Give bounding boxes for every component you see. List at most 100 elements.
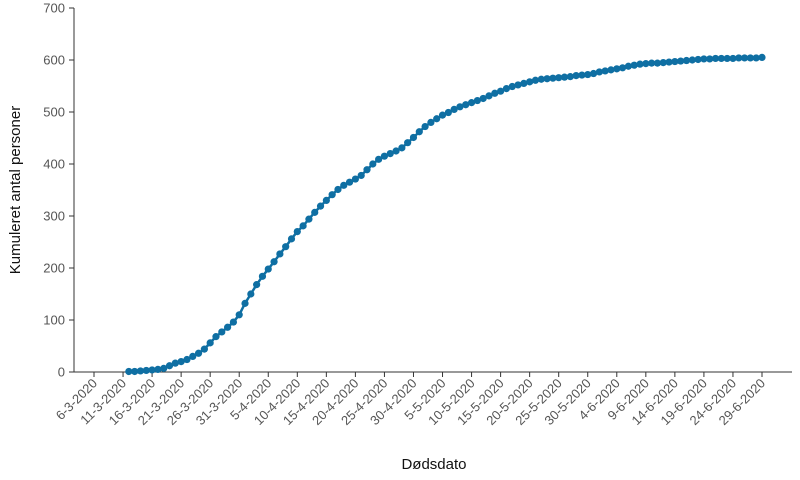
data-point bbox=[694, 55, 702, 64]
data-point bbox=[369, 160, 377, 168]
data-point bbox=[549, 74, 557, 82]
data-point bbox=[380, 152, 389, 160]
data-point bbox=[433, 115, 441, 123]
data-point bbox=[258, 272, 267, 280]
data-point bbox=[316, 202, 325, 210]
y-axis-title: Kumuleret antal personer bbox=[7, 106, 24, 274]
data-point bbox=[328, 191, 336, 199]
y-ticks: 0 100 200 300 400 500 600 700 bbox=[43, 1, 74, 380]
data-point bbox=[630, 61, 638, 69]
series-group bbox=[125, 53, 766, 376]
data-point bbox=[746, 54, 754, 62]
data-point bbox=[723, 54, 731, 63]
data-point bbox=[160, 364, 168, 372]
data-point bbox=[758, 53, 766, 62]
data-point bbox=[752, 54, 760, 62]
data-point bbox=[578, 71, 586, 79]
data-point bbox=[537, 75, 545, 83]
data-point bbox=[642, 60, 650, 68]
data-point bbox=[392, 147, 400, 155]
data-point bbox=[566, 73, 574, 81]
data-point bbox=[682, 56, 691, 65]
data-point bbox=[648, 59, 656, 67]
data-point bbox=[363, 166, 371, 174]
y-axis: 0 100 200 300 400 500 600 700 bbox=[43, 1, 75, 380]
data-point bbox=[235, 311, 243, 319]
data-point bbox=[322, 196, 330, 204]
data-point bbox=[653, 59, 662, 67]
data-point bbox=[607, 66, 615, 74]
data-point bbox=[171, 359, 179, 367]
data-point bbox=[711, 54, 720, 63]
series-line bbox=[128, 56, 763, 373]
data-point bbox=[276, 250, 284, 258]
data-point bbox=[247, 290, 255, 298]
data-point bbox=[386, 150, 394, 158]
data-point bbox=[351, 175, 359, 183]
data-point bbox=[206, 339, 214, 347]
data-point bbox=[560, 73, 569, 81]
data-point bbox=[700, 55, 708, 63]
data-point bbox=[357, 171, 365, 180]
data-point bbox=[514, 81, 522, 89]
data-point bbox=[665, 58, 673, 66]
data-point bbox=[270, 258, 278, 266]
data-point bbox=[305, 215, 313, 223]
data-point bbox=[299, 222, 307, 230]
data-point bbox=[456, 103, 464, 111]
data-point bbox=[624, 62, 633, 70]
y-tick-label: 200 bbox=[43, 261, 65, 276]
data-point bbox=[398, 144, 406, 152]
data-point bbox=[572, 72, 580, 80]
y-tick-label: 100 bbox=[43, 313, 65, 328]
data-point bbox=[154, 365, 162, 373]
y-tick-label: 400 bbox=[43, 157, 65, 172]
data-point bbox=[450, 105, 458, 113]
data-point bbox=[142, 366, 150, 375]
data-point bbox=[659, 59, 667, 67]
data-point bbox=[264, 265, 272, 273]
data-point bbox=[589, 69, 598, 78]
data-point bbox=[613, 65, 621, 73]
data-point bbox=[253, 281, 261, 289]
data-point bbox=[224, 323, 232, 331]
data-point bbox=[508, 82, 516, 91]
data-point bbox=[735, 54, 743, 62]
data-point bbox=[671, 57, 679, 66]
data-point bbox=[334, 185, 342, 194]
x-axis-title: Dødsdato bbox=[401, 456, 466, 473]
data-point bbox=[467, 99, 476, 107]
data-point bbox=[404, 139, 412, 147]
data-point bbox=[740, 54, 749, 62]
data-point bbox=[421, 122, 429, 131]
data-point bbox=[136, 367, 145, 375]
data-point bbox=[165, 362, 174, 370]
data-point bbox=[427, 118, 435, 126]
y-tick-label: 300 bbox=[43, 209, 65, 224]
data-point bbox=[677, 57, 685, 65]
y-tick-label: 600 bbox=[43, 53, 65, 68]
data-point bbox=[531, 76, 540, 84]
data-point bbox=[601, 67, 609, 75]
data-point bbox=[212, 333, 220, 341]
x-ticks: 6-3-202011-3-202016-3-202021-3-202026-3-… bbox=[53, 372, 768, 428]
data-point bbox=[502, 85, 511, 93]
data-point bbox=[229, 318, 238, 326]
y-tick-label: 500 bbox=[43, 105, 65, 120]
data-point bbox=[241, 299, 249, 307]
data-point bbox=[636, 60, 644, 68]
data-point bbox=[415, 128, 423, 136]
data-point bbox=[189, 352, 197, 360]
data-point bbox=[485, 92, 493, 100]
data-point bbox=[595, 68, 603, 76]
data-point bbox=[438, 111, 447, 119]
data-point bbox=[287, 235, 296, 243]
data-point bbox=[444, 108, 452, 117]
y-tick-label: 0 bbox=[58, 365, 65, 380]
data-point bbox=[282, 243, 290, 251]
data-point bbox=[497, 87, 505, 95]
data-point bbox=[555, 74, 563, 82]
data-point bbox=[183, 355, 191, 364]
data-point bbox=[717, 54, 725, 63]
